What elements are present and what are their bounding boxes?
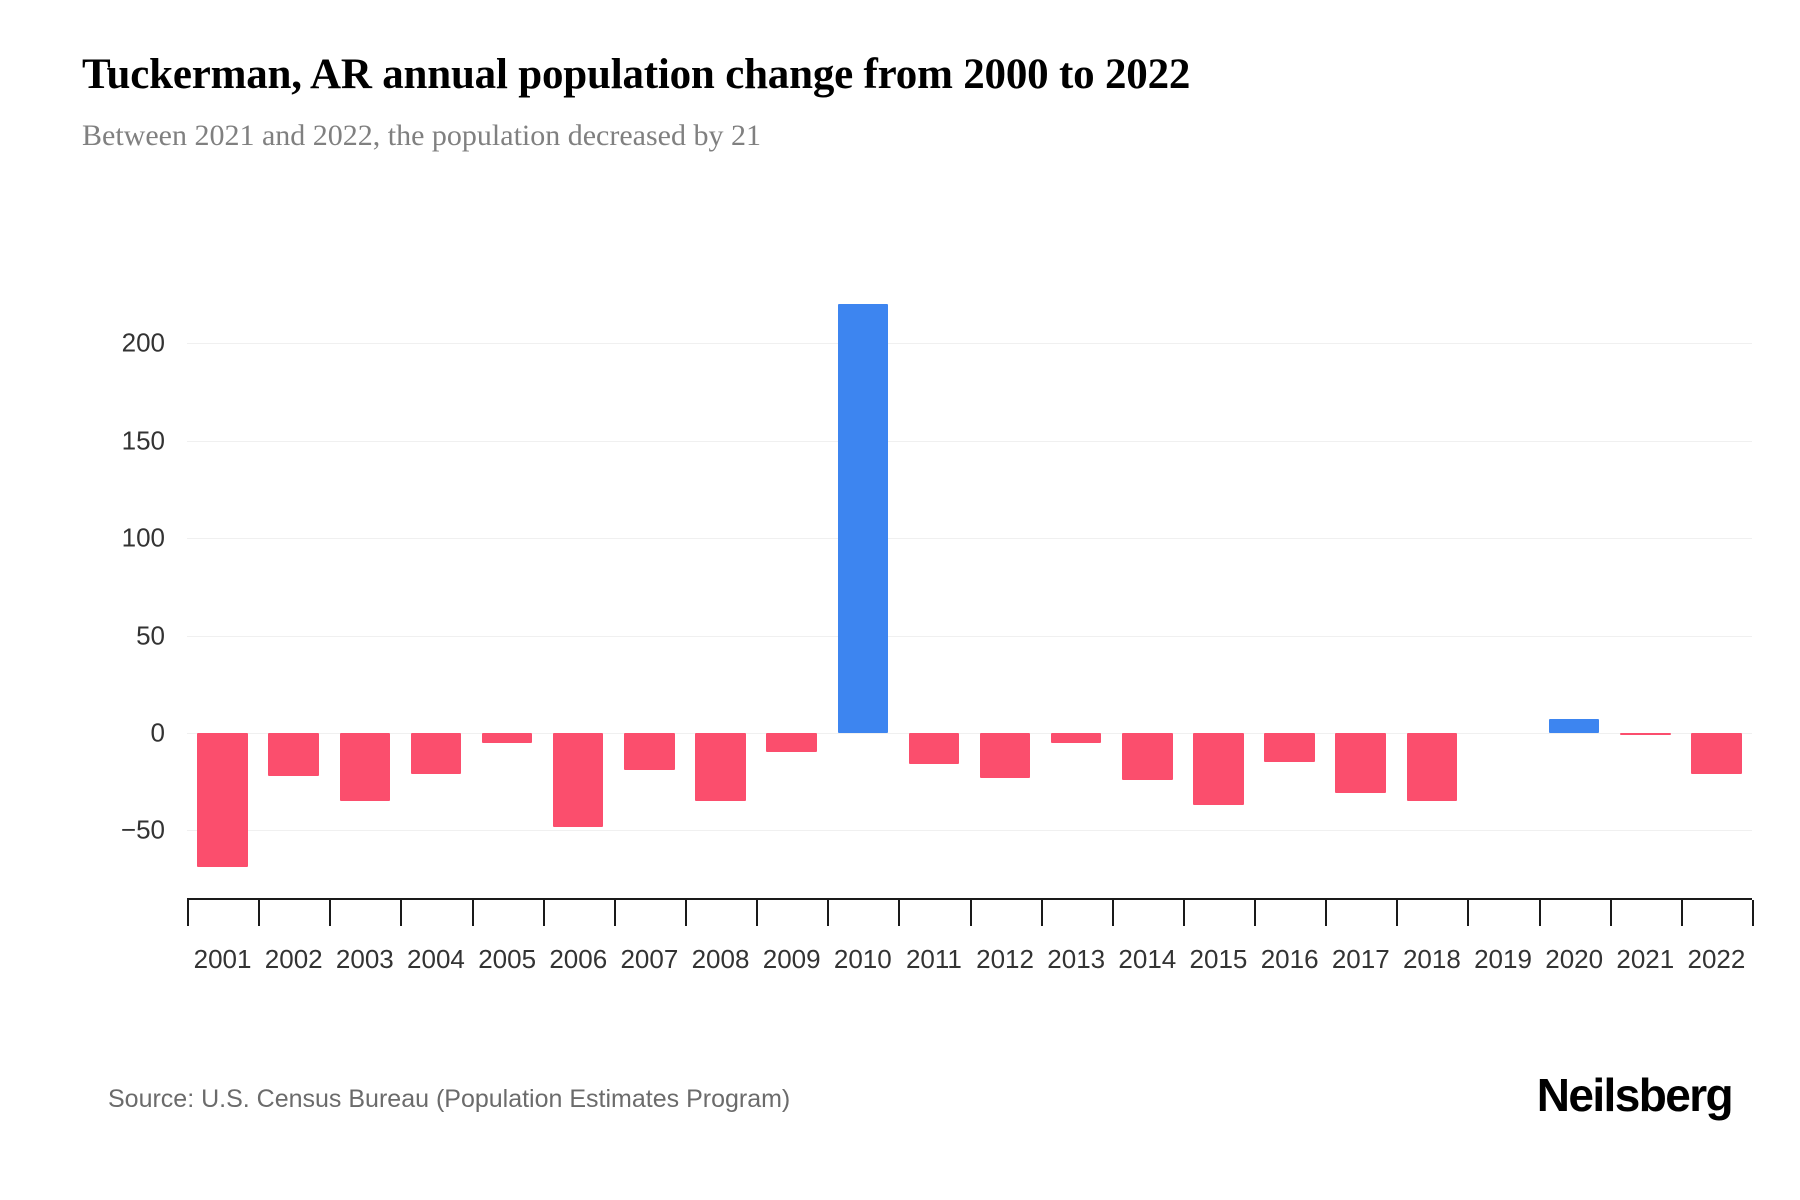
bar-2007[interactable] — [624, 733, 675, 770]
x-tick-mark — [400, 900, 403, 926]
bar-2001[interactable] — [197, 733, 248, 868]
bar-2015[interactable] — [1193, 733, 1244, 806]
x-tick-label-2020: 2020 — [1545, 944, 1604, 974]
x-tick-label-2010: 2010 — [833, 944, 892, 974]
x-tick-mark — [471, 900, 474, 926]
x-tick-label-2006: 2006 — [549, 944, 608, 974]
chart-header: Tuckerman, AR annual population change f… — [82, 50, 1722, 154]
x-tick-label-2018: 2018 — [1402, 944, 1461, 974]
x-tick-mark — [1111, 900, 1114, 926]
x-tick-label-2003: 2003 — [335, 944, 394, 974]
x-tick-mark — [1325, 900, 1328, 926]
x-tick-mark — [1680, 900, 1683, 926]
gridline — [187, 343, 1752, 345]
y-tick-label: 0 — [150, 717, 165, 748]
x-tick-label-2013: 2013 — [1047, 944, 1106, 974]
y-tick-label: 200 — [121, 327, 165, 358]
bar-2017[interactable] — [1335, 733, 1386, 794]
x-tick-mark — [1538, 900, 1541, 926]
bar-2003[interactable] — [339, 733, 391, 802]
bar-2008[interactable] — [695, 733, 746, 802]
x-tick-label-2002: 2002 — [264, 944, 323, 974]
x-tick-label-2008: 2008 — [691, 944, 750, 974]
bar-2002[interactable] — [268, 733, 319, 776]
x-tick-label-2021: 2021 — [1616, 944, 1675, 974]
bar-2010[interactable] — [837, 304, 889, 733]
x-tick-label-2016: 2016 — [1260, 944, 1319, 974]
x-tick-label-2004: 2004 — [407, 944, 465, 974]
x-tick-mark — [1254, 900, 1257, 926]
x-tick-mark — [969, 900, 972, 926]
x-tick-mark — [1396, 900, 1399, 926]
x-tick-mark — [898, 900, 901, 926]
bar-2022[interactable] — [1691, 733, 1742, 774]
x-tick-label-2007: 2007 — [620, 944, 679, 974]
gridline — [187, 538, 1752, 540]
x-tick-mark — [1040, 900, 1043, 926]
x-tick-mark — [258, 900, 261, 926]
x-tick-mark — [1609, 900, 1612, 926]
bar-2018[interactable] — [1406, 733, 1458, 802]
x-tick-mark — [1182, 900, 1185, 926]
source-note: Source: U.S. Census Bureau (Population E… — [108, 1085, 791, 1113]
x-tick-mark — [827, 900, 830, 926]
y-tick-label: 100 — [121, 522, 165, 553]
x-tick-mark — [1467, 900, 1470, 926]
page-title: Tuckerman, AR annual population change f… — [82, 51, 1191, 98]
gridline — [187, 830, 1752, 832]
gridline — [187, 733, 1752, 734]
x-tick-label-2019: 2019 — [1474, 944, 1532, 974]
x-tick-label-2022: 2022 — [1687, 944, 1746, 974]
brand-logo: Neilsberg — [1536, 1069, 1734, 1121]
y-tick-label: 150 — [121, 425, 165, 456]
x-tick-label-2009: 2009 — [762, 944, 821, 974]
x-tick-label-2012: 2012 — [976, 944, 1034, 974]
bar-2005[interactable] — [481, 733, 533, 743]
bar-2021[interactable] — [1620, 733, 1671, 735]
x-tick-mark — [329, 900, 332, 926]
chart-subtitle: Between 2021 and 2022, the population de… — [82, 118, 761, 152]
x-tick-mark — [756, 900, 759, 926]
y-tick-label: 50 — [136, 620, 165, 651]
x-tick-label-2001: 2001 — [193, 944, 252, 974]
bar-2020[interactable] — [1548, 719, 1600, 733]
x-tick-mark — [613, 900, 616, 926]
y-tick-label: −50 — [120, 814, 165, 845]
bar-2004[interactable] — [410, 733, 462, 774]
x-tick-mark — [1752, 900, 1754, 926]
gridline — [187, 635, 1752, 637]
bar-2013[interactable] — [1050, 733, 1102, 743]
bar-2006[interactable] — [552, 733, 604, 827]
x-tick-mark — [542, 900, 545, 926]
x-tick-label-2014: 2014 — [1118, 944, 1177, 974]
bar-2011[interactable] — [908, 733, 960, 765]
gridline — [187, 440, 1752, 442]
x-axis-line — [187, 898, 1752, 900]
x-tick-label-2017: 2017 — [1331, 944, 1390, 974]
bar-2012[interactable] — [979, 733, 1031, 778]
x-tick-label-2005: 2005 — [478, 944, 537, 974]
x-tick-mark — [187, 900, 189, 926]
x-tick-mark — [684, 900, 687, 926]
bar-2014[interactable] — [1122, 733, 1173, 780]
bar-2016[interactable] — [1264, 733, 1315, 763]
x-tick-label-2011: 2011 — [905, 944, 962, 974]
bar-2009[interactable] — [766, 733, 817, 753]
x-tick-label-2015: 2015 — [1189, 944, 1248, 974]
